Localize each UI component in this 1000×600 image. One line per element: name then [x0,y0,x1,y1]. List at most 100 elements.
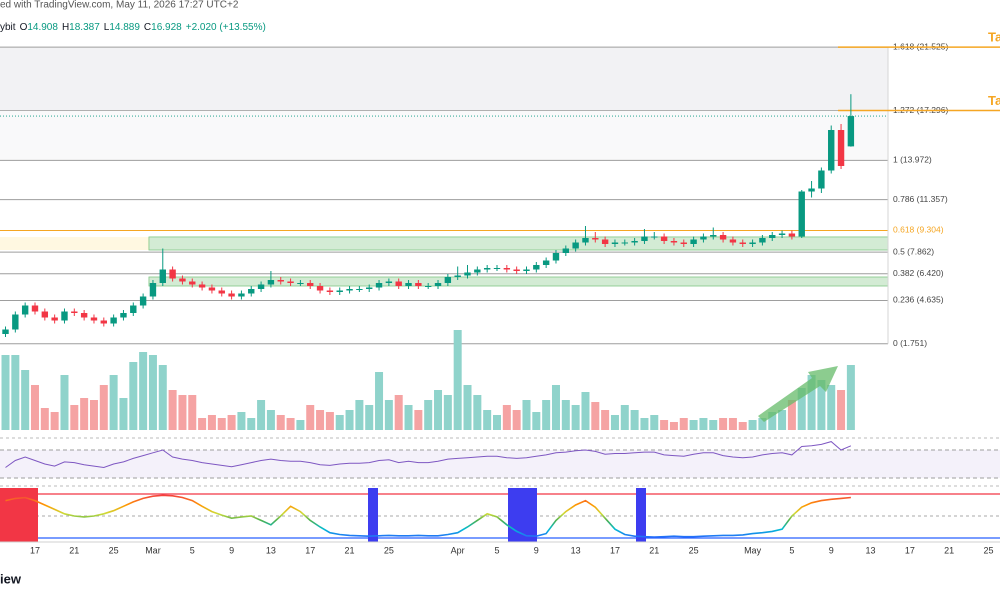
x-tick-label: 9 [534,545,539,555]
candle-body [159,269,166,283]
volume-bar [699,418,708,430]
volume-bar [709,420,718,430]
volume-bar [620,405,629,430]
candle-body [238,293,245,297]
x-tick-label: 9 [829,545,834,555]
candle-body [818,170,825,189]
volume-bar [168,390,177,430]
header-ohlc: ybit O14.908 H18.387 L14.889 C16.928 +2.020 (… [0,22,266,33]
candle-body [601,239,609,244]
rsi-band [0,450,1000,478]
volume-bar [748,420,757,430]
candle-body [788,233,796,237]
candle-body [680,242,687,244]
zone [148,236,889,251]
volume-bar [591,402,600,430]
volume-bar [109,375,118,430]
volume-bar [493,415,501,430]
volume-bar [384,400,393,430]
fib-label: 0.236 (4.635) [893,295,944,305]
candle-body [51,317,58,321]
x-tick-label: 25 [384,545,394,555]
logo-text: iew [0,571,22,586]
x-tick-label: 25 [983,545,993,555]
volume-bar [335,415,344,430]
candle-body [778,233,786,235]
candle-body [228,293,235,297]
candle-body [808,188,815,192]
candle-body [582,238,589,243]
x-tick-label: 17 [30,545,40,555]
x-tick-label: 5 [190,545,195,555]
candle-body [493,268,501,269]
ohlc-letter: C [144,22,151,33]
volume-bar [758,418,767,430]
candle-body [710,235,717,237]
trend-arrow [758,366,838,422]
volume-bar [207,415,216,430]
exchange: ybit [0,22,16,33]
x-tick-label: 17 [905,545,915,555]
candle-body [257,284,265,289]
candle-body [71,311,78,313]
candle-body [90,317,98,321]
volume-bar [316,410,325,430]
volume-bar [21,370,30,430]
candle-body [592,238,599,240]
volume-bar [768,412,777,430]
volume-bar [217,418,226,430]
x-tick-label: 25 [109,545,119,555]
volume-bar [345,410,354,430]
change: +2.020 (+13.55%) [186,22,266,33]
candle-body [542,260,550,265]
volume-bar [610,415,619,430]
volume-bar [139,352,148,430]
candle-body [21,305,29,315]
candle-body [405,283,412,286]
candle-body [179,278,186,282]
volume-bar [355,400,364,430]
volume-bar [689,420,698,430]
rsi-line [5,441,852,469]
volume-bar [198,418,207,430]
volume-bar [512,410,521,430]
candle-body [356,289,363,290]
volume-bar [463,385,472,430]
candle-body [700,236,707,240]
volume-bar [640,418,649,430]
candle-body [847,116,855,147]
candle-body [267,280,275,285]
volume-bar [178,395,187,430]
candle-body [31,305,39,312]
candle-body [415,283,422,286]
candle-body [208,287,216,291]
ohlc-letter: L [104,22,110,33]
fib-label: 0 (1.751) [893,338,927,348]
x-tick-label: 21 [649,545,659,555]
volume-bar [846,365,855,430]
x-tick-label: 13 [266,545,276,555]
candle-body [110,317,117,324]
candle-body [719,235,727,240]
volume-bar [247,418,256,430]
volume-bar [630,410,639,430]
candle-body [120,313,127,318]
volume-bar [542,400,551,430]
volume-bar [424,400,433,430]
candle-body [307,283,314,286]
fib-label: 0.5 (7.862) [893,246,934,256]
fib-label: 0.786 (11.357) [893,194,948,204]
candle-body [483,268,491,270]
candle-body [641,236,648,241]
candle-body [434,283,442,286]
x-tick-label: 13 [866,545,876,555]
candle-body [375,283,383,288]
x-tick-label: Apr [451,545,465,555]
volume-bar [473,395,482,430]
volume-bar [80,398,89,430]
candle-body [670,241,678,243]
volume-bar [40,408,49,430]
volume-bar [453,330,462,430]
candle-body [277,280,284,282]
